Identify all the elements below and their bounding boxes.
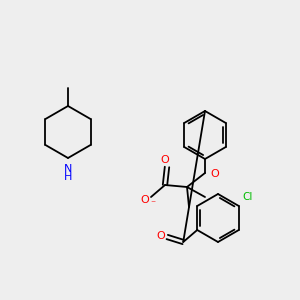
Text: O: O (157, 231, 166, 241)
Text: N: N (64, 164, 72, 174)
Text: Cl: Cl (243, 192, 253, 202)
Text: O: O (160, 155, 169, 165)
Text: H: H (64, 172, 72, 182)
Text: O: O (141, 195, 149, 205)
Text: O: O (210, 169, 219, 179)
Text: ⁻: ⁻ (150, 199, 156, 209)
